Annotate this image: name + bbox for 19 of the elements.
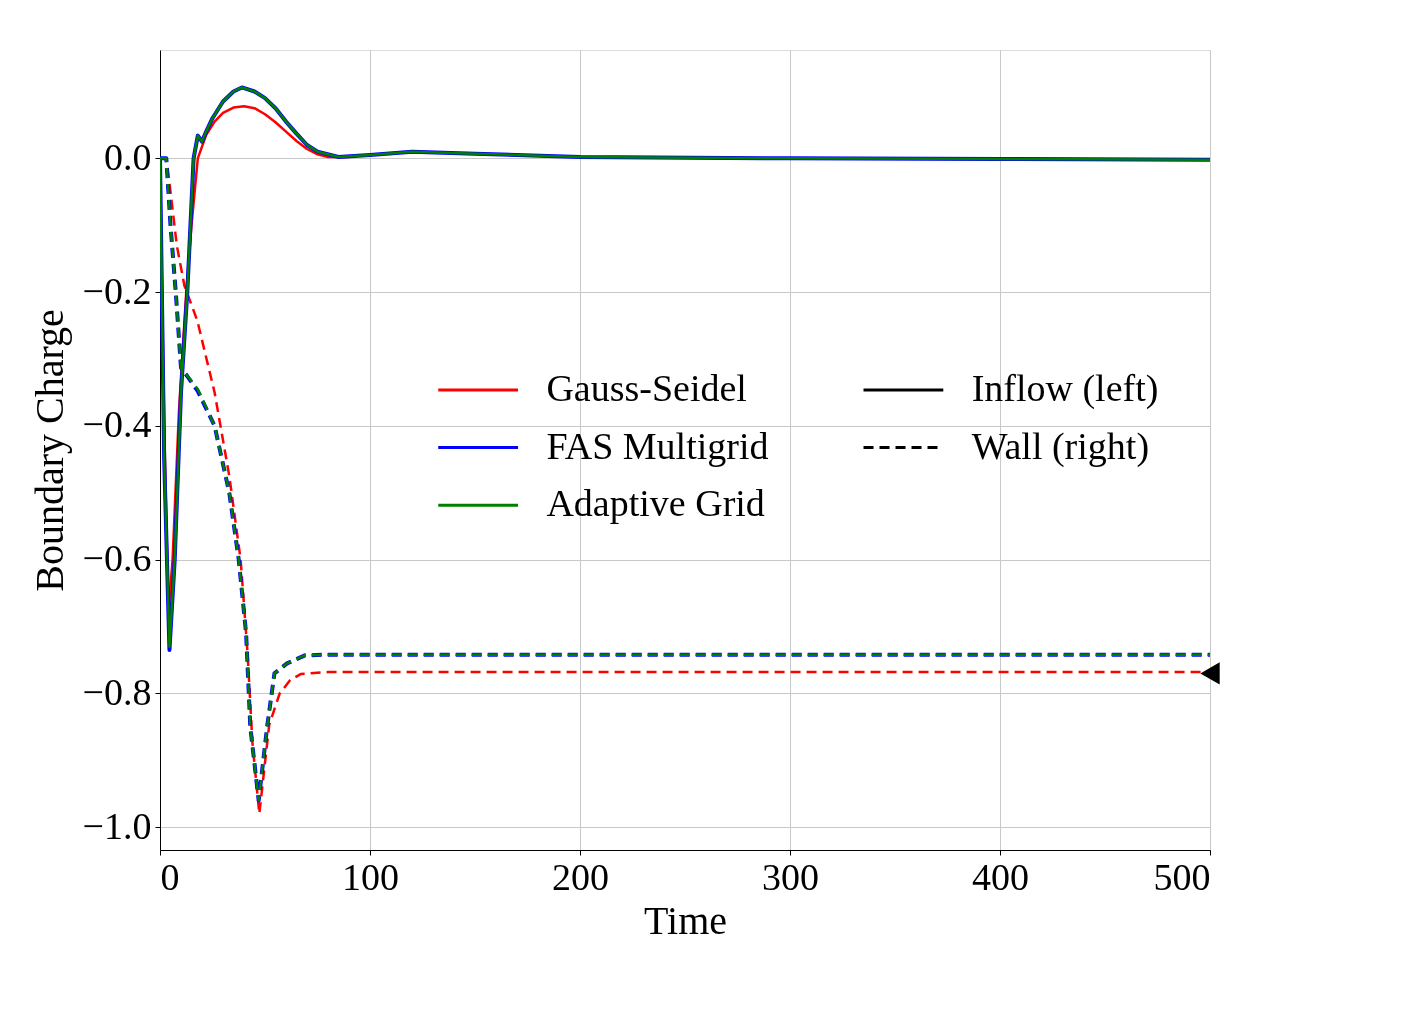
legend-label: Gauss-Seidel [546,367,747,409]
y-tick-label: −0.2 [82,269,152,312]
x-tick-label: 0 [160,855,180,898]
legend-label: FAS Multigrid [546,424,769,467]
x-tick-label: 500 [1153,855,1211,898]
x-tick-label: 200 [552,855,609,898]
y-tick-label: −0.6 [82,537,152,580]
legend-label: Adaptive Grid [546,482,765,525]
x-axis-title: Time [643,897,728,943]
y-axis-title: Boundary Charge [26,309,72,592]
x-tick-label: 400 [972,855,1029,898]
legend-label: Wall (right) [971,424,1150,468]
legend-label: Inflow (left) [971,367,1159,410]
y-tick-label: −1.0 [82,804,152,847]
x-tick-label: 300 [762,855,819,898]
y-tick-label: −0.8 [82,670,152,713]
x-tick-label: 100 [342,855,399,898]
y-tick-label: −0.4 [82,403,152,446]
y-tick-label: 0.0 [104,135,152,178]
